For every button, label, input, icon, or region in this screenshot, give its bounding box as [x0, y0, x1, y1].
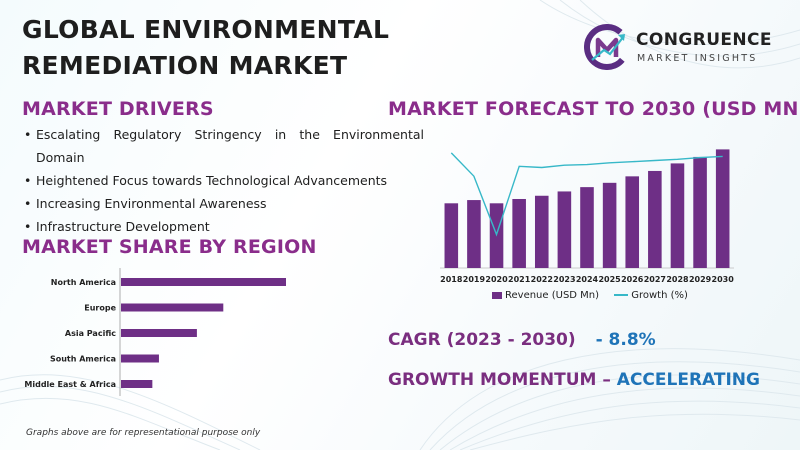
revenue-bar — [444, 203, 459, 268]
region-bar — [121, 354, 159, 363]
year-tick-label: 2030 — [712, 275, 735, 284]
revenue-bar — [648, 170, 662, 268]
legend-swatch-revenue — [492, 291, 502, 299]
year-tick-label: 2021 — [508, 275, 531, 284]
year-tick-label: 2029 — [689, 275, 712, 284]
revenue-bar — [715, 149, 730, 268]
revenue-bar — [534, 195, 549, 268]
driver-item: Escalating Regulatory Stringency in the … — [24, 123, 424, 169]
driver-item: Increasing Environmental Awareness — [24, 192, 424, 215]
legend-swatch-growth — [614, 294, 629, 296]
year-tick-label: 2025 — [598, 275, 621, 284]
year-tick-label: 2023 — [553, 275, 575, 284]
growth-line — [450, 152, 723, 237]
momentum-value: ACCELERATING — [616, 370, 760, 390]
year-tick-label: 2022 — [531, 275, 553, 284]
driver-item: Infrastructure Development — [24, 215, 424, 238]
driver-item: Heightened Focus towards Technological A… — [24, 169, 424, 192]
region-label: North America — [51, 278, 116, 287]
cagr-stat: CAGR (2023 - 2030) - 8.8% — [388, 330, 656, 350]
region-bar — [121, 380, 153, 388]
cagr-label: CAGR (2023 - 2030) — [388, 330, 576, 350]
region-bar — [121, 303, 224, 312]
momentum-label: GROWTH MOMENTUM – — [388, 370, 611, 390]
page-title: GLOBAL ENVIRONMENTAL REMEDIATION MARKET — [22, 15, 390, 80]
growth-momentum-stat: GROWTH MOMENTUM – ACCELERATING — [388, 370, 760, 390]
region-label: South America — [50, 355, 116, 364]
forecast-heading: MARKET FORECAST TO 2030 (USD MN) — [388, 98, 800, 120]
year-tick-label: 2020 — [485, 275, 508, 284]
year-tick-label: 2027 — [644, 275, 666, 284]
legend-label-revenue: Revenue (USD Mn) — [505, 290, 600, 301]
revenue-bar — [602, 182, 617, 268]
revenue-bar — [512, 198, 526, 268]
region-label: Middle East & Africa — [24, 380, 116, 389]
logo-name: CONGRUENCE — [636, 30, 772, 50]
revenue-bar — [467, 200, 481, 268]
market-share-heading: MARKET SHARE BY REGION — [22, 236, 317, 258]
year-tick-label: 2024 — [576, 275, 599, 284]
year-tick-label: 2026 — [621, 275, 644, 284]
market-drivers-heading: MARKET DRIVERS — [22, 98, 214, 120]
region-share-bar-chart: North America Europe Asia Pacific South Ame… — [24, 268, 286, 396]
revenue-bar — [670, 163, 685, 268]
legend-label-growth: Growth (%) — [631, 290, 688, 301]
year-tick-label: 2018 — [440, 275, 463, 284]
logo-tagline: MARKET INSIGHTS — [637, 53, 758, 64]
revenue-bar — [625, 176, 640, 268]
cagr-value: - 8.8% — [595, 330, 656, 350]
forecast-legend: Revenue (USD Mn) Growth (%) — [492, 290, 688, 301]
region-label: Asia Pacific — [65, 329, 116, 338]
region-bar — [121, 329, 197, 337]
year-tick-label: 2019 — [463, 275, 486, 284]
footnote: Graphs above are for representational pu… — [26, 428, 261, 438]
drivers-list: Escalating Regulatory Stringency in the … — [24, 123, 424, 238]
revenue-bar — [693, 156, 707, 268]
revenue-bar — [557, 191, 572, 268]
region-label: Europe — [84, 304, 116, 313]
logo-mark-icon — [584, 24, 630, 70]
revenue-bar — [580, 187, 594, 268]
year-tick-label: 2028 — [666, 275, 689, 284]
region-bar — [121, 278, 286, 286]
company-logo: CONGRUENCE MARKET INSIGHTS — [584, 24, 784, 70]
forecast-bar-line-chart: 2018 2019 2020 2021 2022 2023 2024 2025 2026 2027… — [440, 149, 735, 284]
